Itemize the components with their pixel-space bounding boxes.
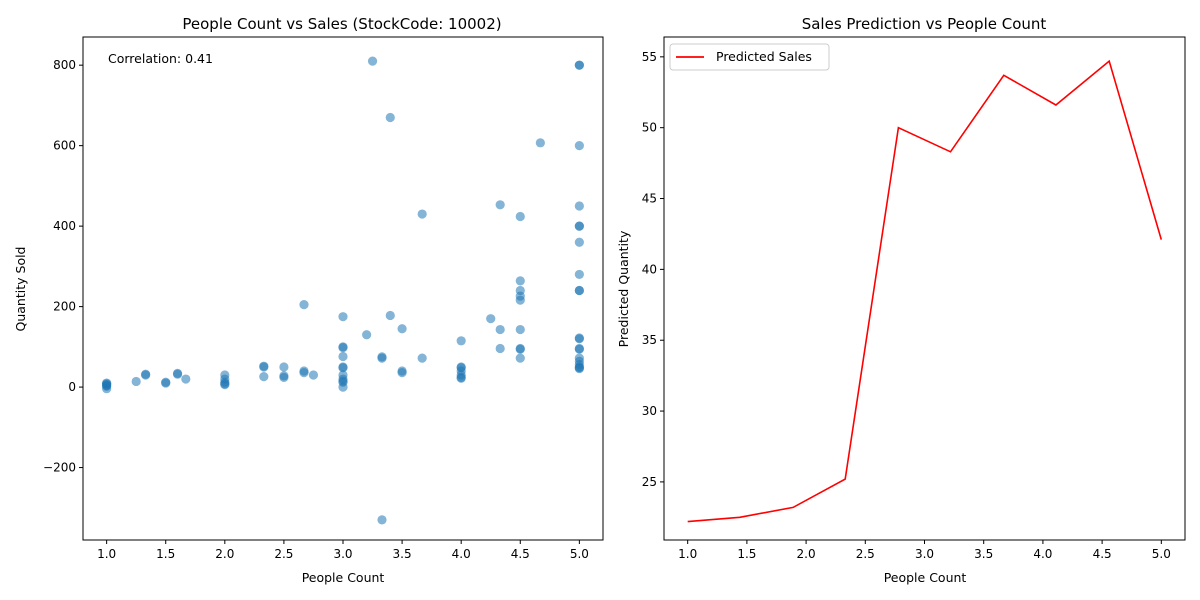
scatter-xtick-label: 3.5	[393, 547, 412, 561]
scatter-point	[279, 372, 289, 383]
line-xtick-label: 3.0	[915, 547, 934, 561]
scatter-panel: People Count vs Sales (StockCode: 10002)…	[13, 15, 604, 585]
legend-box	[669, 43, 830, 71]
scatter-point	[161, 377, 171, 387]
scatter-title: People Count vs Sales (StockCode: 10002)	[182, 15, 501, 33]
scatter-point	[172, 368, 183, 379]
line-xtick-label: 4.0	[1033, 547, 1052, 561]
scatter-point	[515, 344, 525, 354]
line-xtick-label: 4.5	[1093, 547, 1112, 561]
scatter-point	[338, 351, 348, 362]
scatter-point	[574, 344, 584, 354]
scatter-point	[535, 138, 545, 148]
scatter-xtick-label: 4.5	[511, 547, 530, 561]
scatter-point	[362, 330, 372, 340]
scatter-point	[385, 112, 395, 123]
scatter-point	[141, 369, 151, 379]
scatter-point	[385, 310, 395, 321]
correlation-annotation: Correlation: 0.41	[108, 51, 213, 66]
scatter-point	[338, 343, 348, 353]
line-xtick-label: 3.5	[974, 547, 993, 561]
scatter-point	[417, 209, 427, 219]
scatter-point	[279, 362, 289, 372]
scatter-point	[397, 368, 407, 378]
scatter-point	[338, 312, 348, 322]
line-title: Sales Prediction vs People Count	[802, 15, 1047, 33]
scatter-point	[515, 353, 525, 363]
scatter-point	[574, 60, 584, 70]
scatter-xlabel: People Count	[302, 570, 385, 585]
scatter-point	[495, 200, 505, 210]
scatter-axes-frame	[82, 36, 604, 541]
line-ylabel: Predicted Quantity	[616, 230, 631, 347]
scatter-xtick-label: 1.0	[97, 547, 116, 561]
scatter-ytick-label: 0	[68, 380, 76, 394]
scatter-point	[574, 201, 584, 211]
scatter-point	[102, 384, 112, 394]
line-ytick-label: 30	[642, 404, 657, 418]
scatter-point	[515, 295, 525, 305]
scatter-point	[338, 363, 348, 373]
line-ytick-label: 50	[642, 121, 657, 135]
scatter-ylabel: Quantity Sold	[13, 247, 28, 332]
scatter-point	[515, 276, 525, 286]
scatter-point	[456, 373, 466, 383]
scatter-ytick-label: −200	[43, 461, 76, 475]
line-ytick-label: 55	[642, 50, 657, 64]
line-ytick-label: 35	[642, 333, 657, 347]
line-ytick-label: 45	[642, 192, 657, 206]
scatter-xtick-label: 1.5	[156, 547, 175, 561]
line-xtick-label: 2.5	[856, 547, 875, 561]
scatter-point	[574, 221, 584, 231]
line-ytick-label: 25	[642, 475, 657, 489]
scatter-point	[515, 211, 525, 222]
scatter-point	[456, 336, 466, 346]
scatter-point	[495, 343, 505, 354]
scatter-point	[397, 324, 407, 334]
scatter-point	[574, 141, 584, 151]
scatter-point	[377, 515, 387, 525]
scatter-ytick-label: 800	[53, 58, 76, 72]
scatter-xtick-label: 5.0	[570, 547, 589, 561]
scatter-point	[486, 314, 496, 324]
scatter-point	[308, 370, 319, 380]
line-xlabel: People Count	[884, 570, 967, 585]
scatter-point	[574, 334, 584, 344]
scatter-point	[367, 56, 378, 66]
legend-label: Predicted Sales	[716, 49, 812, 64]
scatter-point	[181, 374, 191, 384]
scatter-point	[574, 269, 584, 280]
scatter-ytick-label: 400	[53, 219, 76, 233]
scatter-xtick-label: 3.0	[333, 547, 352, 561]
line-xtick-label: 1.5	[737, 547, 756, 561]
scatter-point	[574, 237, 584, 247]
line-ytick-label: 40	[642, 262, 657, 276]
scatter-point	[299, 368, 309, 378]
line-axes-frame	[663, 36, 1186, 541]
scatter-xtick-label: 4.0	[452, 547, 471, 561]
scatter-point	[495, 324, 505, 335]
scatter-point	[574, 363, 584, 374]
scatter-xtick-label: 2.5	[274, 547, 293, 561]
line-panel: Sales Prediction vs People Count 1.0 1.5 2…	[616, 15, 1186, 585]
scatter-point	[220, 380, 230, 390]
scatter-ytick-label: 600	[53, 139, 76, 153]
scatter-ytick-label: 200	[53, 300, 76, 314]
scatter-point	[131, 376, 141, 387]
line-xtick-label: 1.0	[678, 547, 697, 561]
scatter-point	[417, 353, 427, 363]
predicted-sales-line	[687, 59, 1163, 523]
scatter-point	[338, 382, 348, 392]
scatter-point	[377, 353, 387, 363]
line-xtick-label: 2.0	[797, 547, 816, 561]
scatter-point	[574, 285, 584, 296]
scatter-point	[299, 299, 309, 310]
legend: Predicted Sales	[669, 43, 830, 71]
scatter-point	[515, 324, 525, 335]
scatter-point	[259, 372, 269, 382]
line-xtick-label: 5.0	[1152, 547, 1171, 561]
scatter-xtick-label: 2.0	[215, 547, 234, 561]
scatter-point	[259, 362, 269, 372]
